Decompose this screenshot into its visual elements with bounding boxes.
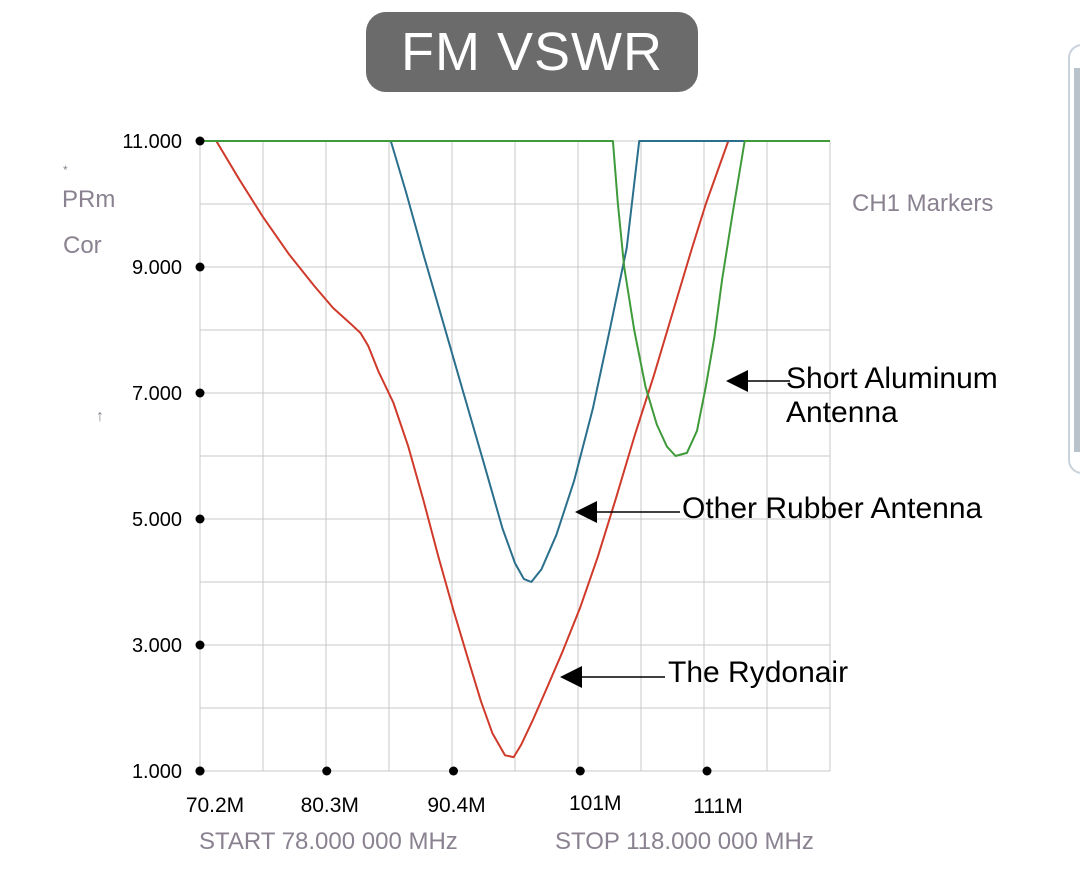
x-tick-dot [702,766,712,776]
start-frequency-label: START 78.000 000 MHz [199,828,458,855]
x-tick-dot [449,766,459,776]
cor-label: Cor [63,232,102,259]
x-tick-label: 101M [569,792,622,815]
prm-label: PRm [62,186,116,213]
x-tick-dot [322,766,332,776]
ch1-markers-label: CH1 Markers [852,190,994,217]
short-aluminum-annotation-line2: Antenna [786,396,898,429]
rydonair-arrowhead [560,666,582,688]
y-tick-label: 5.000 [132,509,182,531]
y-tick-label: 11.000 [122,131,182,153]
title-banner: FM VSWR [366,12,698,92]
x-tick-label: 111M [693,795,742,818]
x-tick-label: 70.2M [186,794,244,817]
short-aluminum-annotation-line1: Short Aluminum [786,362,998,395]
x-tick-dot [195,766,205,776]
y-tick-dot [195,262,205,272]
rydonair-annotation: The Rydonair [668,656,849,689]
x-tick-dot [575,766,585,776]
side-panel-tab-fill [1074,68,1080,452]
short-aluminum-arrowhead [726,370,748,392]
series-line-the-rydonair [200,140,830,759]
chart-title: FM VSWR [401,22,663,82]
short-aluminum-annotation: Short Aluminum Antenna [786,362,998,430]
series-line-short-aluminum-antenna [200,140,830,457]
stop-frequency-label: STOP 118.000 000 MHz [555,828,814,855]
chart-series [200,140,830,759]
series-line-other-rubber-antenna [200,140,830,583]
star-mark: * [63,163,68,177]
y-tick-dot [195,640,205,650]
y-tick-label: 3.000 [132,635,182,657]
x-tick-label: 90.4M [427,794,485,817]
y-tick-dot [195,388,205,398]
y-tick-label: 9.000 [132,257,182,279]
x-tick-label: 80.3M [301,794,359,817]
up-arrow-icon: ↑ [96,408,104,425]
annotation-arrows [560,370,790,688]
other-rubber-annotation: Other Rubber Antenna [682,492,983,525]
y-tick-label: 1.000 [132,761,182,783]
y-tick-dot [195,514,205,524]
y-tick-dot [195,136,205,146]
other-rubber-arrowhead [575,501,597,523]
y-tick-label: 7.000 [132,383,182,405]
